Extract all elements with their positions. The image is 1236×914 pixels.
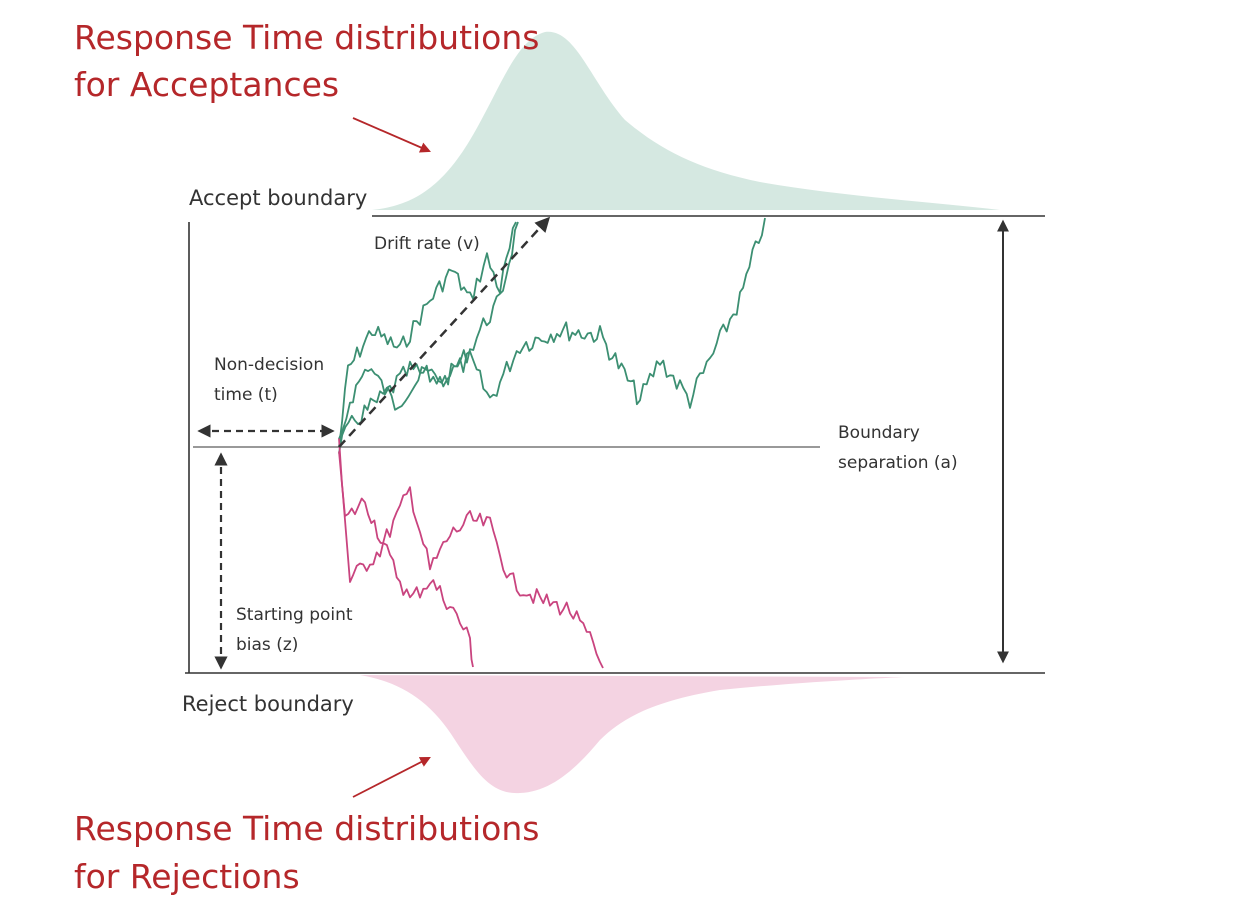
reject-path-b [338,451,604,669]
reject-title-line-1: Response Time distributions [74,809,539,848]
reject-title-line-2: for Rejections [74,857,300,896]
drift-rate-label: Drift rate (v) [374,234,480,254]
drift-rate-arrow [338,216,551,448]
starting-point-label-line-1: Starting point [236,605,353,625]
boundary-separation-label-line-2: separation (a) [838,453,958,473]
accept-pointer-arrow [352,117,431,153]
reject-path-a [338,438,474,668]
accept-path-mid [338,221,519,440]
reject-boundary-label: Reject boundary [182,692,354,716]
accept-path-fast [338,221,517,447]
starting-point-label-line-2: bias (z) [236,635,298,655]
accept-rt-distribution [372,31,1000,210]
accept-boundary-label: Accept boundary [189,186,367,210]
boundary-separation-label-line-1: Boundary [838,423,920,443]
non-decision-label-line-2: time (t) [214,385,278,405]
reject-rt-distribution [360,675,905,794]
reject-pointer-arrow [352,757,431,798]
diffusion-paths [338,217,766,669]
non-decision-label-line-1: Non-decision [214,355,324,375]
accept-path-slow [338,217,766,454]
accept-title-line-1: Response Time distributions [74,18,539,57]
accept-title-line-2: for Acceptances [74,65,339,104]
